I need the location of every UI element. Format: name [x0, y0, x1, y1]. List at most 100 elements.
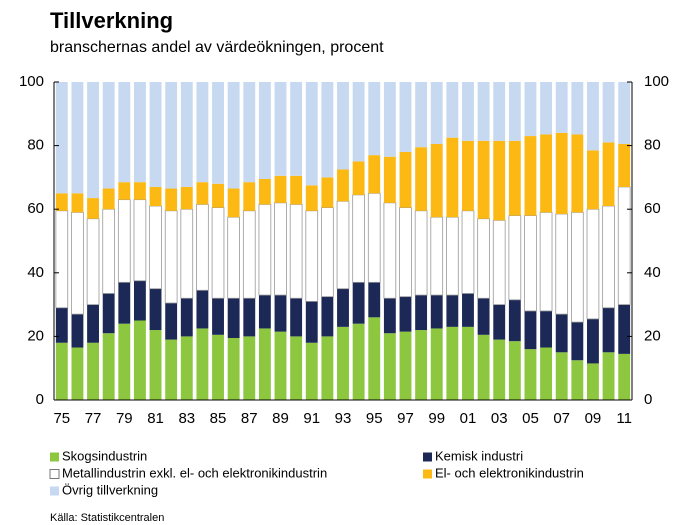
bar-segment — [508, 215, 522, 301]
bar-segment — [414, 210, 428, 296]
bar-segment — [149, 205, 162, 290]
bar-segment — [274, 82, 287, 176]
bar-segment — [305, 185, 318, 211]
legend-swatch — [50, 486, 59, 496]
bar-segment — [352, 282, 365, 324]
y-tick-label: 80 — [27, 137, 44, 154]
bar-segment — [446, 216, 459, 296]
bar-segment — [336, 200, 350, 290]
bar-segment — [555, 352, 568, 400]
bar-segment — [149, 288, 162, 331]
bar-segment — [212, 183, 224, 208]
bar-segment — [180, 208, 194, 299]
x-tick-label: 91 — [303, 410, 320, 427]
bar-segment — [462, 82, 474, 141]
bar-segment — [446, 137, 459, 218]
legend-label: El- och elektronikindustrin — [435, 465, 584, 480]
bar-segment — [602, 82, 615, 143]
bar-segment — [571, 82, 584, 135]
bar-segment — [196, 328, 209, 400]
bar-segment — [87, 198, 99, 219]
x-tick-label: 77 — [85, 410, 102, 427]
legend-label: Övrig tillverkning — [62, 482, 158, 497]
bar-segment — [227, 82, 240, 189]
legend-swatch — [49, 469, 60, 479]
bar-segment — [243, 336, 256, 400]
bar-segment — [258, 328, 271, 400]
bar-segment — [415, 82, 428, 148]
bar-segment — [164, 210, 178, 304]
bar-segment — [462, 140, 474, 211]
chart-subtitle: branschernas andel av värdeökningen, pro… — [50, 39, 384, 56]
bar-segment — [55, 342, 68, 400]
x-tick-label: 07 — [553, 410, 570, 427]
bar-segment — [555, 82, 568, 133]
bar-segment — [211, 207, 225, 299]
bar-segment — [165, 303, 178, 340]
bar-segment — [555, 132, 568, 214]
bar-segment — [118, 182, 131, 200]
bar-segment — [524, 215, 537, 312]
bar-segment — [399, 151, 412, 208]
bar-segment — [524, 310, 537, 350]
bar-segment — [305, 342, 318, 400]
y2-tick-label: 0 — [644, 391, 652, 408]
bar-segment — [305, 210, 319, 302]
bar-segment — [243, 298, 256, 337]
bar-segment — [274, 175, 287, 203]
legend-label: Metallindustrin exkl. el- och elektronik… — [62, 465, 327, 480]
bar-segment — [274, 295, 287, 332]
chart-title: Tillverkning — [50, 8, 173, 33]
bar-segment — [477, 298, 490, 335]
bar-segment — [368, 282, 381, 318]
bar-segment — [180, 186, 193, 210]
bar-segment — [321, 296, 334, 337]
bar-segment — [337, 169, 349, 202]
bar-segment — [383, 333, 396, 400]
bar-segment — [602, 352, 615, 400]
y2-tick-label: 20 — [644, 327, 661, 344]
bar-segment — [462, 326, 474, 400]
bar-segment — [102, 208, 116, 294]
bar-segment — [352, 194, 365, 283]
bar-segment — [212, 298, 224, 335]
y2-tick-label: 100 — [644, 73, 669, 90]
bar-segment — [118, 82, 131, 183]
bar-segment — [508, 140, 521, 216]
bar-segment — [477, 82, 490, 141]
bar-segment — [102, 82, 115, 189]
bar-segment — [102, 188, 115, 210]
bar-segment — [446, 82, 459, 138]
bar-segment — [493, 339, 506, 400]
bar-segment — [524, 349, 537, 400]
bar-segment — [165, 188, 178, 211]
bar-segment — [180, 298, 193, 337]
bar-segment — [430, 295, 443, 329]
x-tick-label: 97 — [397, 410, 414, 427]
bar-segment — [227, 188, 240, 218]
bar-segment — [55, 307, 68, 343]
bar-segment — [196, 204, 209, 291]
bar-segment — [71, 211, 84, 315]
bar-segment — [117, 199, 131, 283]
bar-segment — [321, 82, 334, 178]
x-tick-label: 79 — [116, 410, 133, 427]
bar-segment — [352, 161, 365, 195]
bar-segment — [587, 363, 599, 400]
bar-segment — [133, 320, 146, 400]
bar-segment — [415, 295, 428, 331]
bar-segment — [149, 82, 162, 187]
x-tick-label: 99 — [428, 410, 445, 427]
bar-segment — [617, 186, 631, 306]
bar-segment — [258, 295, 271, 329]
bar-segment — [243, 182, 256, 211]
bar-segment — [587, 82, 599, 151]
bar-segment — [196, 182, 209, 205]
x-tick-label: 95 — [366, 410, 383, 427]
bar-segment — [430, 216, 444, 296]
bar-segment — [227, 298, 240, 338]
bar-segment — [571, 134, 584, 213]
bar-segment — [399, 331, 412, 400]
bar-segment — [227, 337, 240, 400]
bar-segment — [399, 296, 412, 332]
